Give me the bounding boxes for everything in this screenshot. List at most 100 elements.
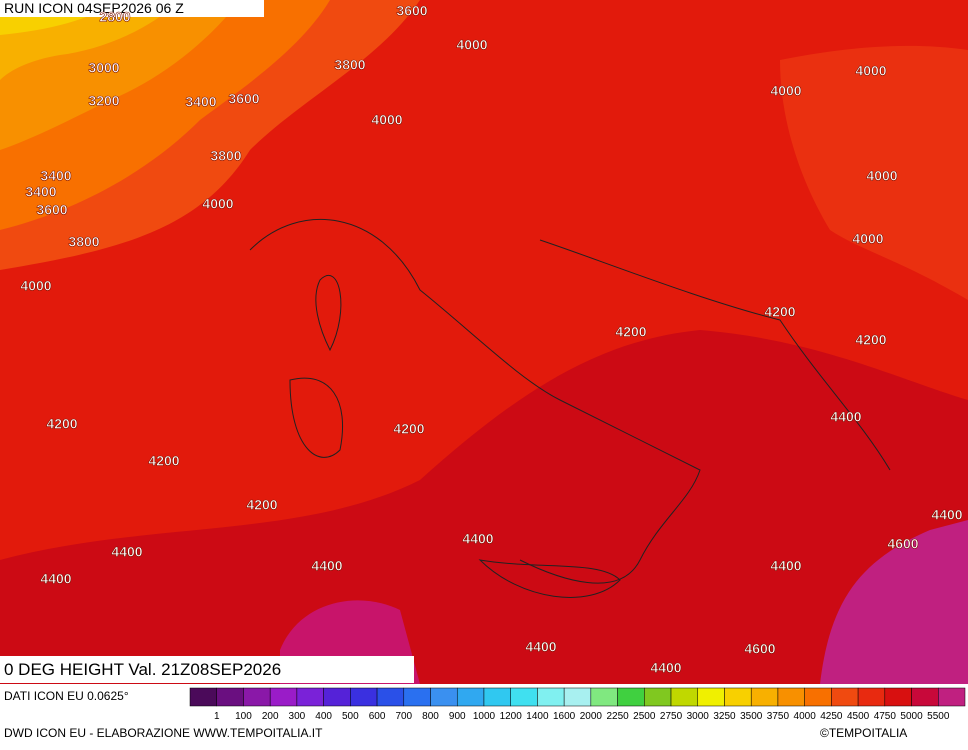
colorbar-swatch bbox=[911, 687, 939, 707]
colorbar-label: 2750 bbox=[660, 711, 683, 722]
contour-label: 4400 bbox=[830, 409, 861, 425]
contour-label: 4000 bbox=[866, 168, 897, 184]
colorbar-swatch bbox=[350, 687, 378, 707]
colorbar-label: 600 bbox=[369, 711, 386, 722]
contour-label: 4400 bbox=[650, 660, 681, 676]
colorbar-swatch bbox=[269, 687, 298, 707]
colorbar-swatch bbox=[189, 687, 217, 707]
colorbar-label: 1600 bbox=[553, 711, 576, 722]
contour-label: 2800 bbox=[99, 9, 130, 25]
colorbar-label: 100 bbox=[235, 711, 252, 722]
contour-label: 3800 bbox=[210, 148, 241, 164]
colorbar-swatch bbox=[243, 687, 271, 707]
contour-label: 4000 bbox=[20, 278, 51, 294]
contour-label: 4200 bbox=[615, 324, 646, 340]
colorbar-label: 4500 bbox=[847, 711, 870, 722]
colorbar-swatch bbox=[376, 687, 405, 707]
colorbar-label: 1400 bbox=[526, 711, 549, 722]
colorbar-label: 1000 bbox=[473, 711, 496, 722]
colorbar-swatch bbox=[884, 687, 912, 707]
colorbar-swatch bbox=[483, 687, 511, 707]
colorbar-label: 3250 bbox=[713, 711, 736, 722]
colorbar-label: 1 bbox=[214, 711, 220, 722]
contour-label: 4200 bbox=[46, 416, 77, 432]
colorbar-swatch bbox=[857, 687, 886, 707]
colorbar-label: 5500 bbox=[927, 711, 950, 722]
colorbar-swatch bbox=[296, 687, 324, 707]
colorbar-swatch bbox=[670, 687, 699, 707]
colorbar-label: 900 bbox=[449, 711, 466, 722]
source-label: DATI ICON EU 0.0625° bbox=[4, 689, 129, 703]
contour-label: 4400 bbox=[311, 558, 342, 574]
colorbar-label: 2250 bbox=[606, 711, 629, 722]
contour-label: 4400 bbox=[40, 571, 71, 587]
map-title: 0 DEG HEIGHT Val. 21Z08SEP2026 bbox=[4, 660, 281, 679]
colorbar-swatch bbox=[697, 687, 725, 707]
colorbar-swatch bbox=[777, 687, 805, 707]
colorbar-label: 2000 bbox=[580, 711, 603, 722]
colorbar-label: 4750 bbox=[874, 711, 897, 722]
contour-label: 3400 bbox=[40, 168, 71, 184]
colorbar-swatch bbox=[590, 687, 618, 707]
colorbar-label: 400 bbox=[315, 711, 332, 722]
colorbar-label: 3000 bbox=[687, 711, 710, 722]
contour-label: 4400 bbox=[931, 507, 962, 523]
colorbar-swatch bbox=[804, 687, 832, 707]
colorbar-label: 500 bbox=[342, 711, 359, 722]
colorbar-label: 5000 bbox=[900, 711, 923, 722]
colorbar-label: 4250 bbox=[820, 711, 843, 722]
colorbar-label: 200 bbox=[262, 711, 279, 722]
colorbar-label: 2500 bbox=[633, 711, 656, 722]
colorbar-swatch bbox=[750, 687, 779, 707]
colorbar-swatch bbox=[724, 687, 752, 707]
colorbar-swatch bbox=[938, 687, 966, 707]
colorbar-label: 300 bbox=[289, 711, 306, 722]
coastlines bbox=[249, 219, 891, 598]
colorbar-label: 800 bbox=[422, 711, 439, 722]
contour-label: 3600 bbox=[396, 3, 427, 19]
contour-label: 4000 bbox=[855, 63, 886, 79]
header-box bbox=[0, 0, 264, 17]
contour-label: 4000 bbox=[456, 37, 487, 53]
contour-label: 4000 bbox=[371, 112, 402, 128]
contour-label: 3400 bbox=[185, 94, 216, 110]
contour-label: 3600 bbox=[228, 91, 259, 107]
contour-label: 4200 bbox=[393, 421, 424, 437]
colorbar-swatch bbox=[617, 687, 645, 707]
colorbar-label: 3500 bbox=[740, 711, 763, 722]
contour-label: 3200 bbox=[88, 93, 119, 109]
run-label: RUN ICON 04SEP2026 06 Z bbox=[4, 0, 184, 16]
contour-label: 4000 bbox=[770, 83, 801, 99]
contour-label: 3800 bbox=[334, 57, 365, 73]
contour-label: 4000 bbox=[852, 231, 883, 247]
contour-label: 4400 bbox=[111, 544, 142, 560]
contour-label: 3600 bbox=[36, 202, 67, 218]
colorbar-swatch bbox=[456, 687, 485, 707]
contour-label: 4200 bbox=[148, 453, 179, 469]
copyright-label: ©TEMPOITALIA bbox=[820, 726, 907, 740]
colorbar-swatch bbox=[430, 687, 458, 707]
contour-label: 4200 bbox=[764, 304, 795, 320]
contour-label: 3000 bbox=[88, 60, 119, 76]
colorbar-label: 3750 bbox=[767, 711, 790, 722]
contour-label: 4200 bbox=[246, 497, 277, 513]
contour-label: 4400 bbox=[462, 531, 493, 547]
contour-label: 3400 bbox=[25, 184, 56, 200]
map-background bbox=[0, 0, 968, 684]
colorbar-label: 4000 bbox=[794, 711, 817, 722]
colorbar-swatch bbox=[403, 687, 431, 707]
contour-label: 3800 bbox=[68, 234, 99, 250]
colorbar-swatch bbox=[510, 687, 538, 707]
colorbar-label: 700 bbox=[395, 711, 412, 722]
contour-label: 4400 bbox=[770, 558, 801, 574]
colorbar-swatch bbox=[537, 687, 565, 707]
contour-label: 4600 bbox=[744, 641, 775, 657]
title-box bbox=[0, 656, 414, 683]
contour-label: 4200 bbox=[855, 332, 886, 348]
colorbar-swatch bbox=[831, 687, 859, 707]
colorbar-swatch bbox=[563, 687, 592, 707]
colorbar-swatch bbox=[216, 687, 244, 707]
credit-label: DWD ICON EU - ELABORAZIONE WWW.TEMPOITAL… bbox=[4, 726, 323, 740]
contour-label: 4600 bbox=[887, 536, 918, 552]
